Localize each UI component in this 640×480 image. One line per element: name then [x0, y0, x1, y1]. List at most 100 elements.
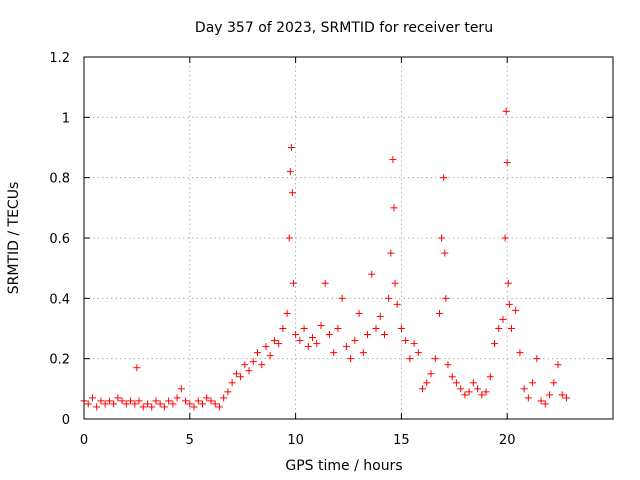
data-point [550, 379, 558, 387]
x-tick-label: 5 [186, 433, 194, 448]
data-point [520, 385, 528, 393]
data-point [533, 355, 541, 363]
data-point [190, 403, 198, 411]
data-point [410, 340, 418, 348]
y-tick-label: 1.2 [49, 51, 70, 66]
data-point [287, 144, 295, 151]
data-point [516, 349, 524, 357]
data-point [376, 312, 384, 320]
data-point [211, 400, 219, 408]
data-point [220, 394, 228, 402]
data-point [364, 331, 372, 339]
data-point [397, 325, 405, 332]
data-point [391, 279, 399, 287]
data-point [452, 379, 460, 387]
chart-title: Day 357 of 2023, SRMTID for receiver ter… [195, 20, 493, 36]
data-point [152, 397, 160, 405]
data-point [406, 355, 414, 363]
data-point [177, 385, 185, 393]
data-point [507, 325, 515, 332]
data-point [474, 385, 482, 393]
data-point [501, 234, 509, 242]
data-point [431, 355, 439, 363]
data-point [105, 397, 113, 405]
data-point [387, 249, 395, 257]
data-point [258, 361, 266, 369]
data-point [427, 370, 435, 378]
data-point [309, 334, 317, 342]
data-point [440, 174, 448, 182]
data-point [486, 373, 494, 381]
data-point [173, 394, 181, 402]
data-point [554, 361, 562, 369]
data-points [80, 107, 570, 411]
data-point [101, 400, 109, 408]
data-point [285, 234, 293, 242]
data-point [122, 400, 130, 408]
data-point [194, 397, 202, 405]
data-point [93, 403, 101, 411]
data-point [330, 349, 338, 357]
data-point [279, 325, 287, 332]
data-point [283, 309, 291, 317]
data-point [402, 337, 410, 345]
data-point [237, 373, 245, 381]
y-tick-label: 0.4 [49, 292, 70, 307]
data-point [448, 373, 456, 381]
data-point [438, 234, 446, 242]
data-point [558, 391, 566, 399]
data-point [203, 394, 211, 402]
data-point [275, 340, 283, 348]
data-point [286, 168, 294, 176]
data-point [232, 370, 240, 378]
data-point [289, 279, 297, 287]
data-point [390, 204, 398, 212]
data-point [505, 300, 513, 308]
data-point [338, 294, 346, 302]
data-point [165, 397, 173, 405]
data-point [304, 343, 312, 351]
data-point [423, 379, 431, 387]
data-point [228, 379, 236, 387]
y-tick-label: 1 [62, 111, 70, 126]
data-point [457, 385, 465, 393]
data-point [435, 309, 443, 317]
data-point [385, 294, 393, 302]
data-point [380, 331, 388, 339]
data-point [118, 397, 126, 405]
data-point [351, 337, 359, 345]
data-point [482, 388, 490, 396]
data-point [182, 397, 190, 405]
data-point [292, 331, 300, 339]
y-tick-label: 0.8 [49, 172, 70, 187]
data-point [529, 379, 537, 387]
data-point [321, 279, 329, 287]
data-point [241, 361, 249, 369]
y-tick-label: 0.2 [49, 353, 70, 368]
data-point [502, 107, 510, 115]
x-tick-label: 15 [393, 433, 410, 448]
data-point [110, 400, 118, 408]
data-point [97, 397, 105, 405]
data-point [148, 403, 156, 411]
data-point [414, 349, 422, 357]
plot-frame [83, 56, 614, 420]
data-point [198, 400, 206, 408]
data-point [342, 343, 350, 351]
data-point [469, 379, 477, 387]
data-point [347, 355, 355, 363]
data-point [461, 391, 469, 399]
data-point [84, 400, 92, 408]
data-point [127, 397, 135, 405]
data-point [207, 397, 215, 405]
data-point [368, 270, 376, 278]
data-point [186, 400, 194, 408]
data-point [254, 349, 262, 357]
data-point [442, 294, 450, 302]
data-point [334, 325, 342, 332]
data-point [156, 400, 164, 408]
data-point [296, 337, 304, 345]
data-point [546, 391, 554, 399]
data-point [372, 325, 380, 332]
